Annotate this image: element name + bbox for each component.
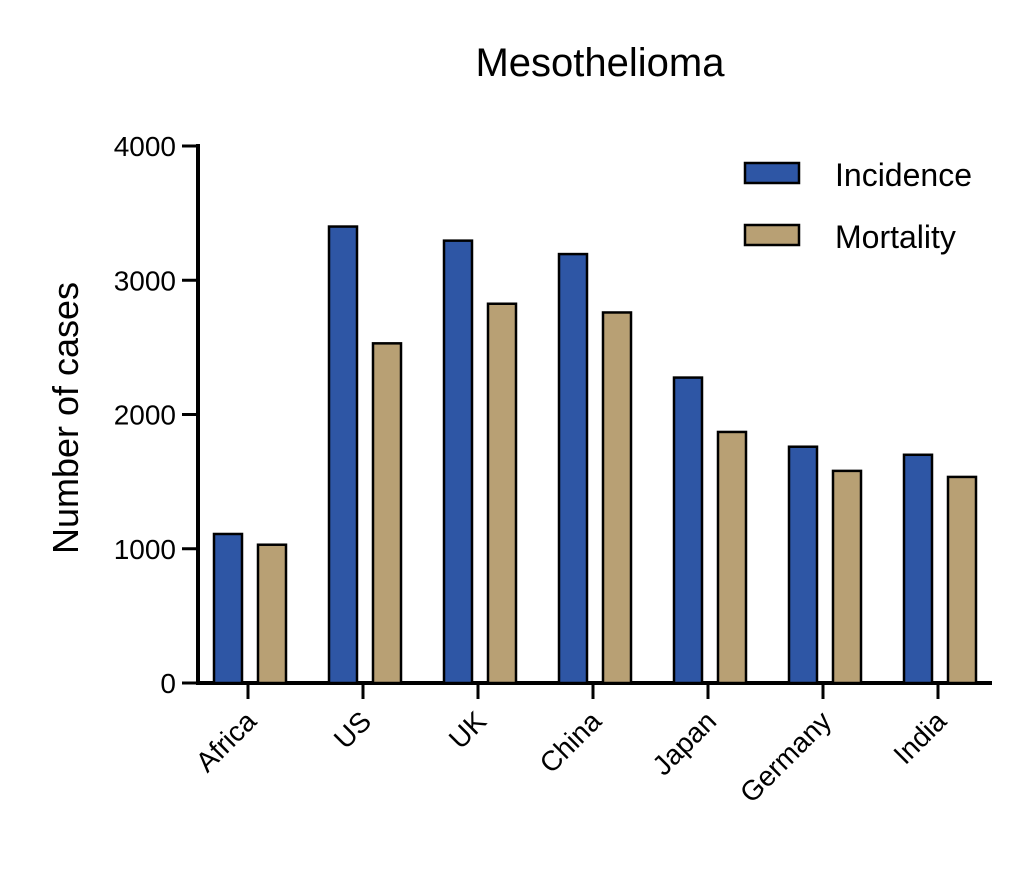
bar-mortality-africa: [256, 543, 288, 685]
y-tick-label: 0: [160, 668, 176, 699]
x-tick-label: Japan: [646, 705, 722, 781]
y-tick-label: 3000: [114, 265, 176, 296]
bar-mortality-germany: [831, 469, 863, 685]
bar-incidence-japan: [672, 376, 704, 685]
bar-incidence-uk: [442, 239, 474, 685]
x-tick-label: Africa: [190, 705, 263, 778]
legend-swatch-incidence: [743, 161, 801, 185]
x-tick-label: US: [328, 705, 377, 754]
y-tick-label: 2000: [114, 400, 176, 431]
bar-incidence-india: [902, 453, 934, 685]
bar-incidence-germany: [787, 445, 819, 685]
bar-mortality-japan: [716, 430, 748, 685]
bar-mortality-us: [371, 342, 403, 685]
x-tick-label: Germany: [734, 705, 837, 808]
bar-incidence-china: [557, 252, 589, 685]
bar-incidence-africa: [212, 532, 244, 685]
x-tick-label: China: [534, 705, 608, 779]
bar-incidence-us: [327, 225, 359, 685]
bars: [212, 225, 978, 685]
legend-label-incidence: Incidence: [835, 157, 972, 193]
legend: Incidence Mortality: [743, 157, 972, 255]
bar-mortality-uk: [486, 302, 518, 685]
x-tick-label: UK: [443, 705, 493, 755]
bar-mortality-china: [601, 311, 633, 685]
y-axis-label: Number of cases: [45, 282, 86, 554]
y-tick-label: 1000: [114, 534, 176, 565]
legend-label-mortality: Mortality: [835, 219, 956, 255]
chart-title: Mesothelioma: [475, 41, 725, 85]
legend-swatch-mortality: [743, 223, 801, 247]
x-tick-label: India: [887, 705, 952, 770]
y-tick-label: 4000: [114, 131, 176, 162]
bar-mortality-india: [946, 475, 978, 685]
